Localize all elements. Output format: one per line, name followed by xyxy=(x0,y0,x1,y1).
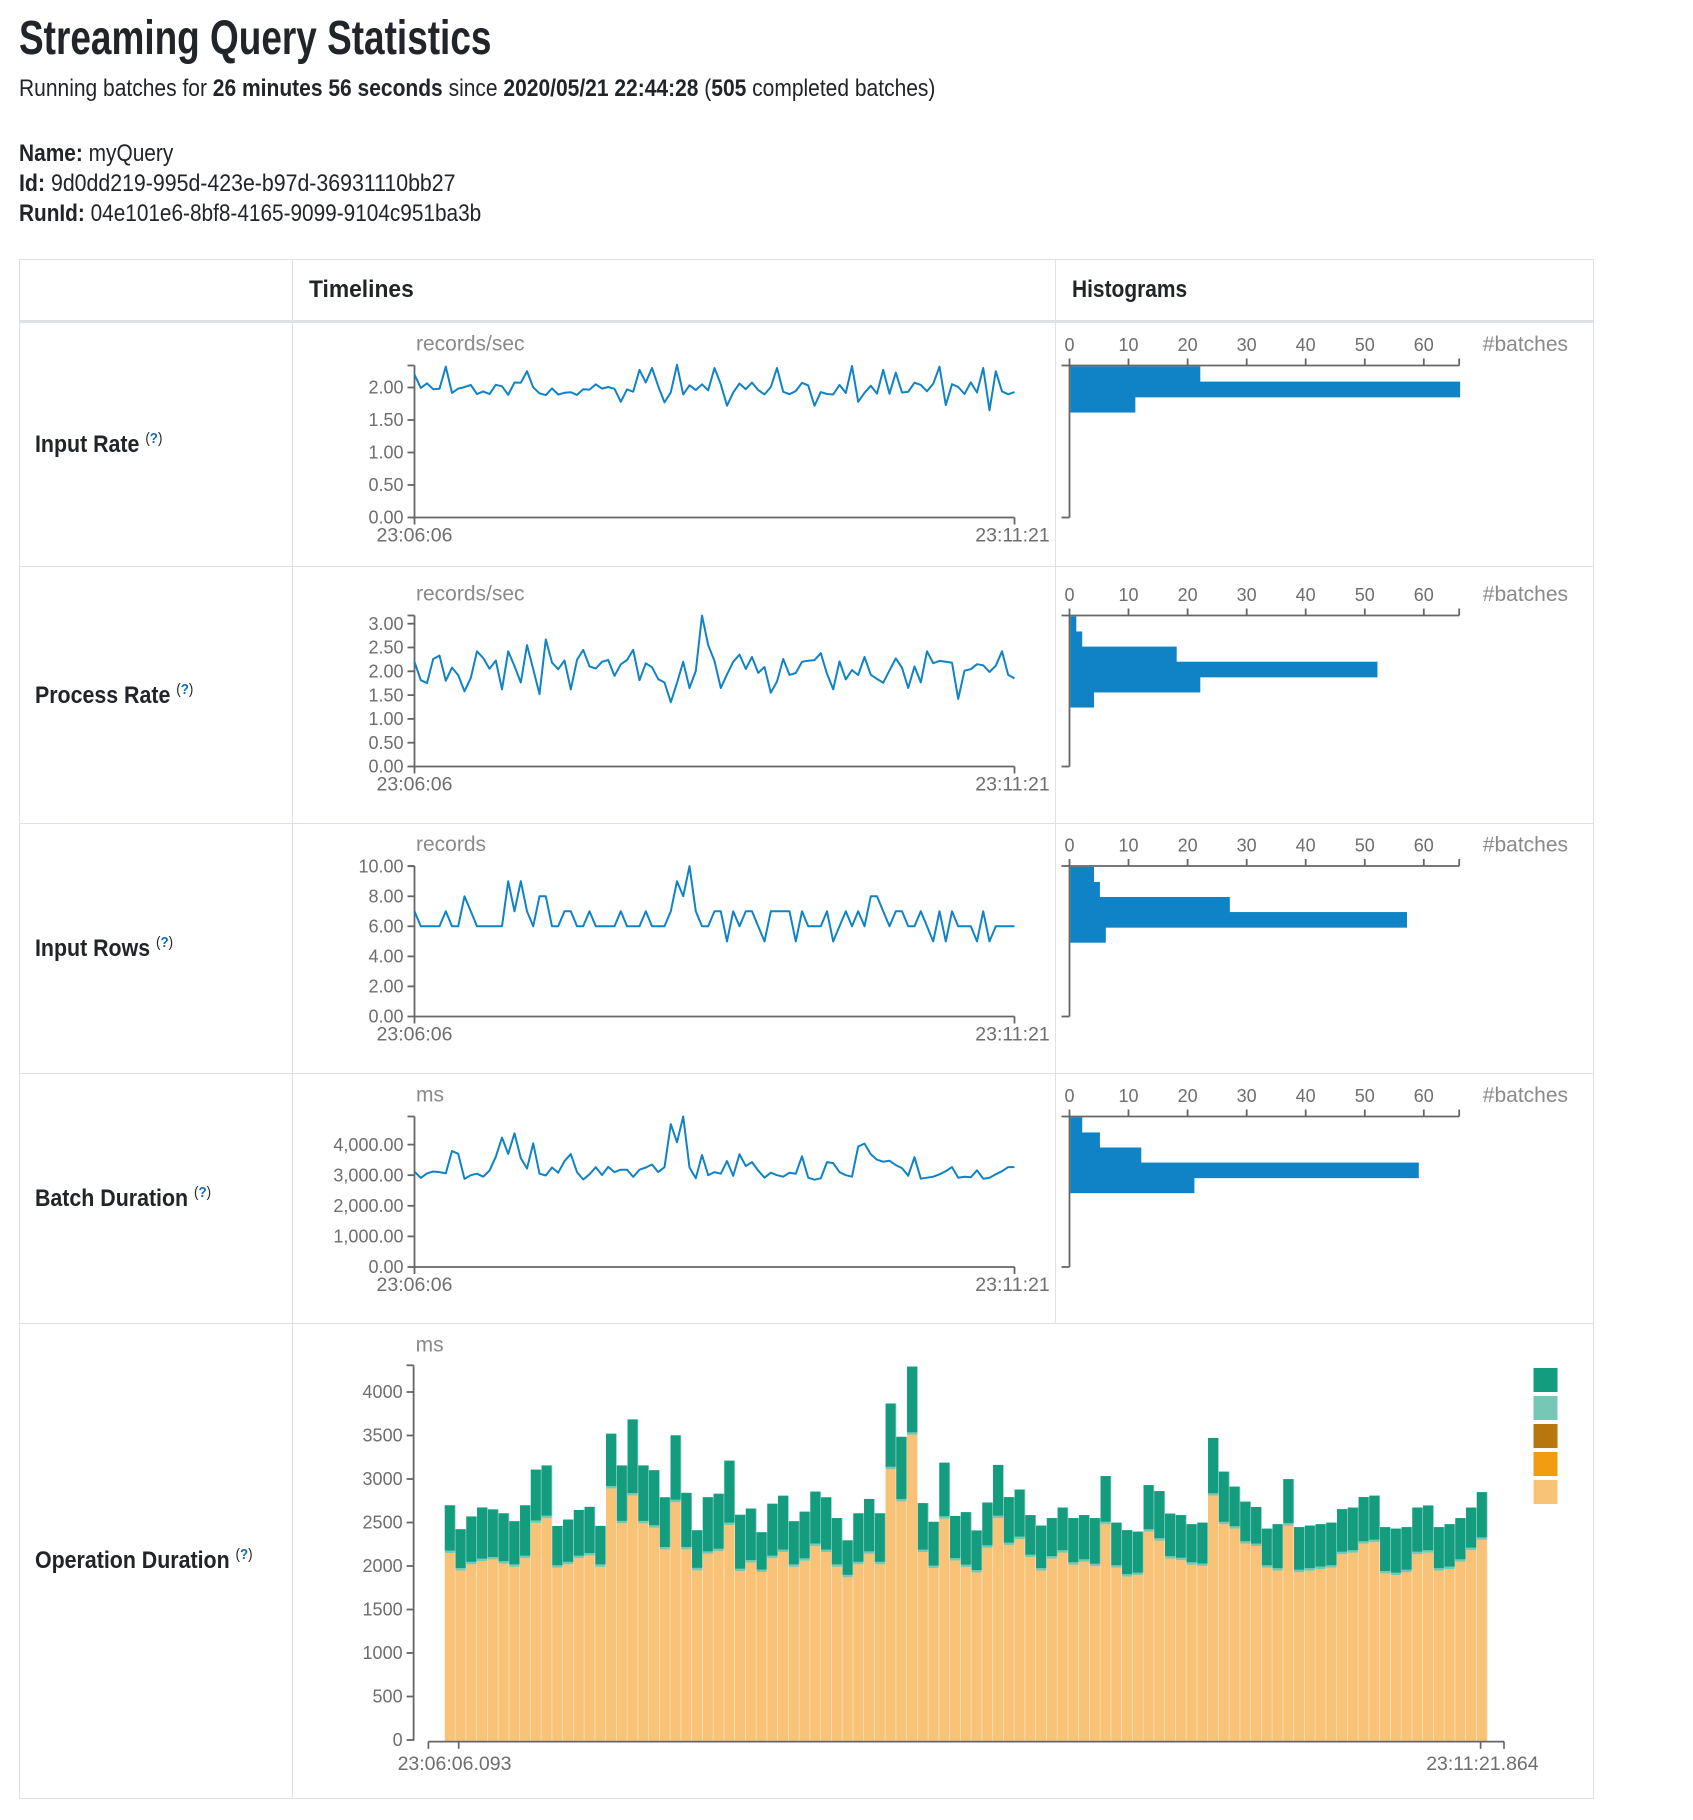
svg-text:ms: ms xyxy=(416,1334,444,1357)
svg-text:10: 10 xyxy=(1118,585,1138,605)
svg-text:23:11:21: 23:11:21 xyxy=(975,774,1049,796)
svg-text:60: 60 xyxy=(1414,585,1434,605)
svg-text:10: 10 xyxy=(1118,1086,1138,1106)
svg-text:1.00: 1.00 xyxy=(368,443,403,463)
svg-text:30: 30 xyxy=(1237,836,1257,856)
svg-text:ms: ms xyxy=(416,1084,444,1107)
svg-text:30: 30 xyxy=(1237,335,1257,355)
svg-text:8.00: 8.00 xyxy=(368,887,403,907)
svg-text:2.00: 2.00 xyxy=(368,378,403,398)
svg-text:#batches: #batches xyxy=(1483,834,1568,857)
svg-text:1.00: 1.00 xyxy=(368,709,403,729)
svg-text:30: 30 xyxy=(1237,585,1257,605)
svg-text:20: 20 xyxy=(1178,1086,1198,1106)
svg-text:23:06:06: 23:06:06 xyxy=(377,1024,453,1046)
svg-text:0: 0 xyxy=(1064,1086,1074,1106)
svg-text:2,000.00: 2,000.00 xyxy=(333,1196,403,1216)
svg-text:23:06:06: 23:06:06 xyxy=(377,1274,453,1296)
svg-text:23:11:21: 23:11:21 xyxy=(975,525,1049,547)
svg-text:#batches: #batches xyxy=(1483,1084,1568,1107)
svg-text:30: 30 xyxy=(1237,1086,1257,1106)
svg-text:0.50: 0.50 xyxy=(368,733,403,753)
svg-text:1,000.00: 1,000.00 xyxy=(333,1227,403,1247)
svg-text:23:06:06: 23:06:06 xyxy=(377,525,453,547)
svg-text:records: records xyxy=(416,833,486,856)
svg-text:3.00: 3.00 xyxy=(368,614,403,634)
svg-text:60: 60 xyxy=(1414,335,1434,355)
svg-text:2000: 2000 xyxy=(363,1556,403,1576)
svg-text:0: 0 xyxy=(1064,585,1074,605)
svg-text:0.00: 0.00 xyxy=(368,1007,403,1027)
svg-text:0.00: 0.00 xyxy=(368,757,403,777)
svg-text:records/sec: records/sec xyxy=(416,583,525,606)
svg-text:500: 500 xyxy=(373,1687,403,1707)
svg-text:1000: 1000 xyxy=(363,1643,403,1663)
svg-text:6.00: 6.00 xyxy=(368,917,403,937)
svg-text:0.00: 0.00 xyxy=(368,1257,403,1277)
svg-text:#batches: #batches xyxy=(1483,333,1568,356)
svg-text:1.50: 1.50 xyxy=(368,410,403,430)
svg-text:0: 0 xyxy=(1064,335,1074,355)
svg-text:50: 50 xyxy=(1355,1086,1375,1106)
svg-text:4,000.00: 4,000.00 xyxy=(333,1135,403,1155)
svg-text:10: 10 xyxy=(1118,335,1138,355)
svg-text:0.50: 0.50 xyxy=(368,475,403,495)
svg-text:40: 40 xyxy=(1296,836,1316,856)
svg-text:20: 20 xyxy=(1178,585,1198,605)
svg-text:23:11:21: 23:11:21 xyxy=(975,1274,1049,1296)
svg-text:2.00: 2.00 xyxy=(368,662,403,682)
svg-text:60: 60 xyxy=(1414,1086,1434,1106)
svg-text:50: 50 xyxy=(1355,836,1375,856)
svg-text:23:11:21.864: 23:11:21.864 xyxy=(1426,1753,1539,1775)
svg-text:2.50: 2.50 xyxy=(368,638,403,658)
svg-text:50: 50 xyxy=(1355,335,1375,355)
svg-text:10: 10 xyxy=(1118,836,1138,856)
svg-text:2500: 2500 xyxy=(363,1513,403,1533)
svg-text:records/sec: records/sec xyxy=(416,333,525,356)
svg-text:0: 0 xyxy=(393,1730,403,1750)
svg-text:#batches: #batches xyxy=(1483,583,1568,606)
svg-text:2.00: 2.00 xyxy=(368,977,403,997)
svg-text:3500: 3500 xyxy=(363,1426,403,1446)
svg-text:4000: 4000 xyxy=(363,1382,403,1402)
svg-text:3,000.00: 3,000.00 xyxy=(333,1165,403,1185)
svg-text:0.00: 0.00 xyxy=(368,508,403,528)
svg-text:60: 60 xyxy=(1414,836,1434,856)
svg-text:0: 0 xyxy=(1064,836,1074,856)
svg-text:1500: 1500 xyxy=(363,1600,403,1620)
svg-text:50: 50 xyxy=(1355,585,1375,605)
svg-text:1.50: 1.50 xyxy=(368,685,403,705)
svg-text:23:06:06: 23:06:06 xyxy=(377,774,453,796)
svg-text:40: 40 xyxy=(1296,335,1316,355)
svg-text:10.00: 10.00 xyxy=(358,856,403,876)
svg-text:23:11:21: 23:11:21 xyxy=(975,1024,1049,1046)
svg-text:20: 20 xyxy=(1178,836,1198,856)
svg-text:40: 40 xyxy=(1296,1086,1316,1106)
svg-text:40: 40 xyxy=(1296,585,1316,605)
svg-text:4.00: 4.00 xyxy=(368,947,403,967)
svg-text:23:06:06.093: 23:06:06.093 xyxy=(398,1753,512,1775)
svg-text:3000: 3000 xyxy=(363,1469,403,1489)
svg-text:20: 20 xyxy=(1178,335,1198,355)
